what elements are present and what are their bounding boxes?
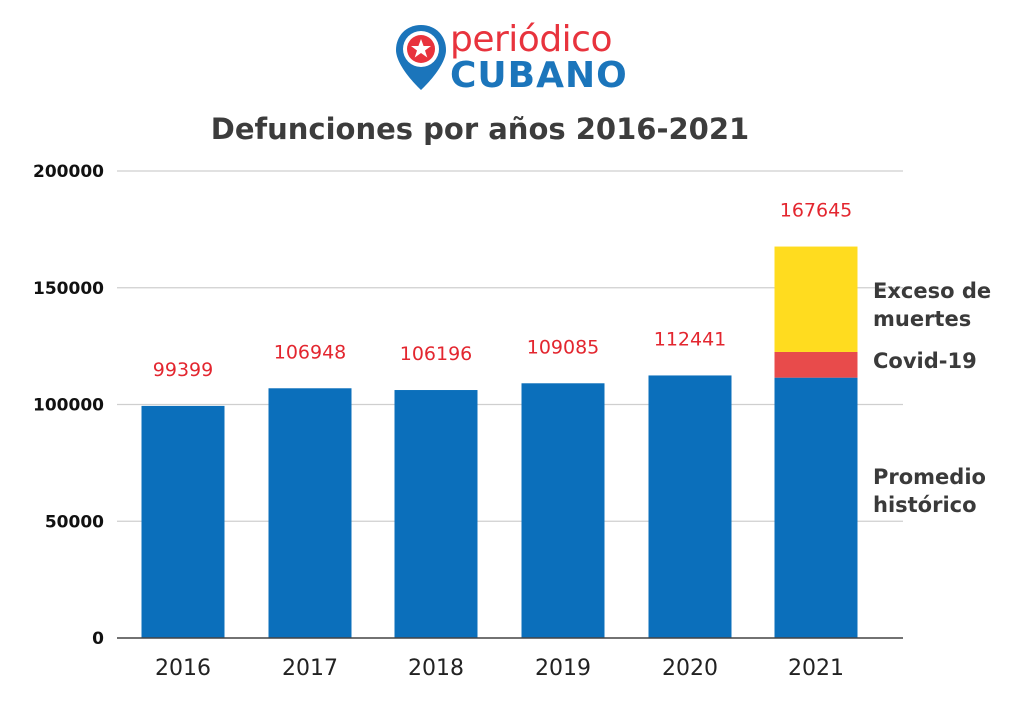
y-tick-label: 0 bbox=[92, 629, 104, 649]
y-tick-label: 200000 bbox=[33, 162, 104, 182]
series-label-covid-19: Covid-19 bbox=[873, 349, 977, 373]
value-label-2018: 106196 bbox=[400, 343, 473, 365]
chart-title: Defunciones por años 2016-2021 bbox=[210, 112, 750, 146]
y-tick-label: 50000 bbox=[45, 512, 104, 532]
y-tick-label: 150000 bbox=[33, 279, 104, 299]
x-axis-ticks: 2016 2017 2018 2019 2020 2021 bbox=[155, 656, 844, 681]
x-tick-label: 2016 bbox=[155, 656, 211, 681]
periodico-cubano-logo: periódico CUBANO bbox=[390, 18, 640, 98]
x-tick-label: 2019 bbox=[535, 656, 591, 681]
bar-promedio-historico-2021 bbox=[774, 377, 858, 638]
bar-promedio-historico-2017 bbox=[268, 388, 352, 638]
bar-covid-19-2021 bbox=[774, 351, 858, 378]
bar-promedio-historico-2020 bbox=[648, 375, 732, 638]
y-axis-ticks: 0 50000 100000 150000 200000 bbox=[33, 162, 104, 649]
bar-exceso-de-muertes-2021 bbox=[774, 246, 858, 352]
logo-text-cubano: CUBANO bbox=[450, 55, 628, 96]
bar-promedio-historico-2016 bbox=[141, 405, 225, 638]
value-label-2016: 99399 bbox=[153, 359, 213, 381]
series-label-exceso-de-muertes: Exceso de muertes bbox=[873, 279, 991, 331]
value-label-2019: 109085 bbox=[527, 336, 600, 358]
value-label-2020: 112441 bbox=[654, 328, 727, 350]
x-tick-label: 2017 bbox=[282, 656, 338, 681]
value-labels: 99399 106948 106196 109085 112441 167645 bbox=[153, 200, 852, 381]
series-label-promedio-historico: Promedio histórico bbox=[873, 465, 986, 517]
value-label-2021: 167645 bbox=[780, 200, 853, 222]
map-pin-star-icon bbox=[396, 25, 446, 90]
x-tick-label: 2021 bbox=[788, 656, 844, 681]
gridlines bbox=[117, 170, 903, 522]
bar-promedio-historico-2019 bbox=[521, 383, 605, 638]
bar-promedio-historico-2018 bbox=[394, 390, 478, 638]
value-label-2017: 106948 bbox=[274, 341, 347, 363]
y-tick-label: 100000 bbox=[33, 396, 104, 416]
x-tick-label: 2018 bbox=[408, 656, 464, 681]
x-tick-label: 2020 bbox=[662, 656, 718, 681]
logo-text-periodico: periódico bbox=[450, 19, 613, 60]
series-labels: Promedio histórico Covid-19 Exceso de muerte… bbox=[873, 279, 991, 517]
bars bbox=[141, 246, 858, 638]
